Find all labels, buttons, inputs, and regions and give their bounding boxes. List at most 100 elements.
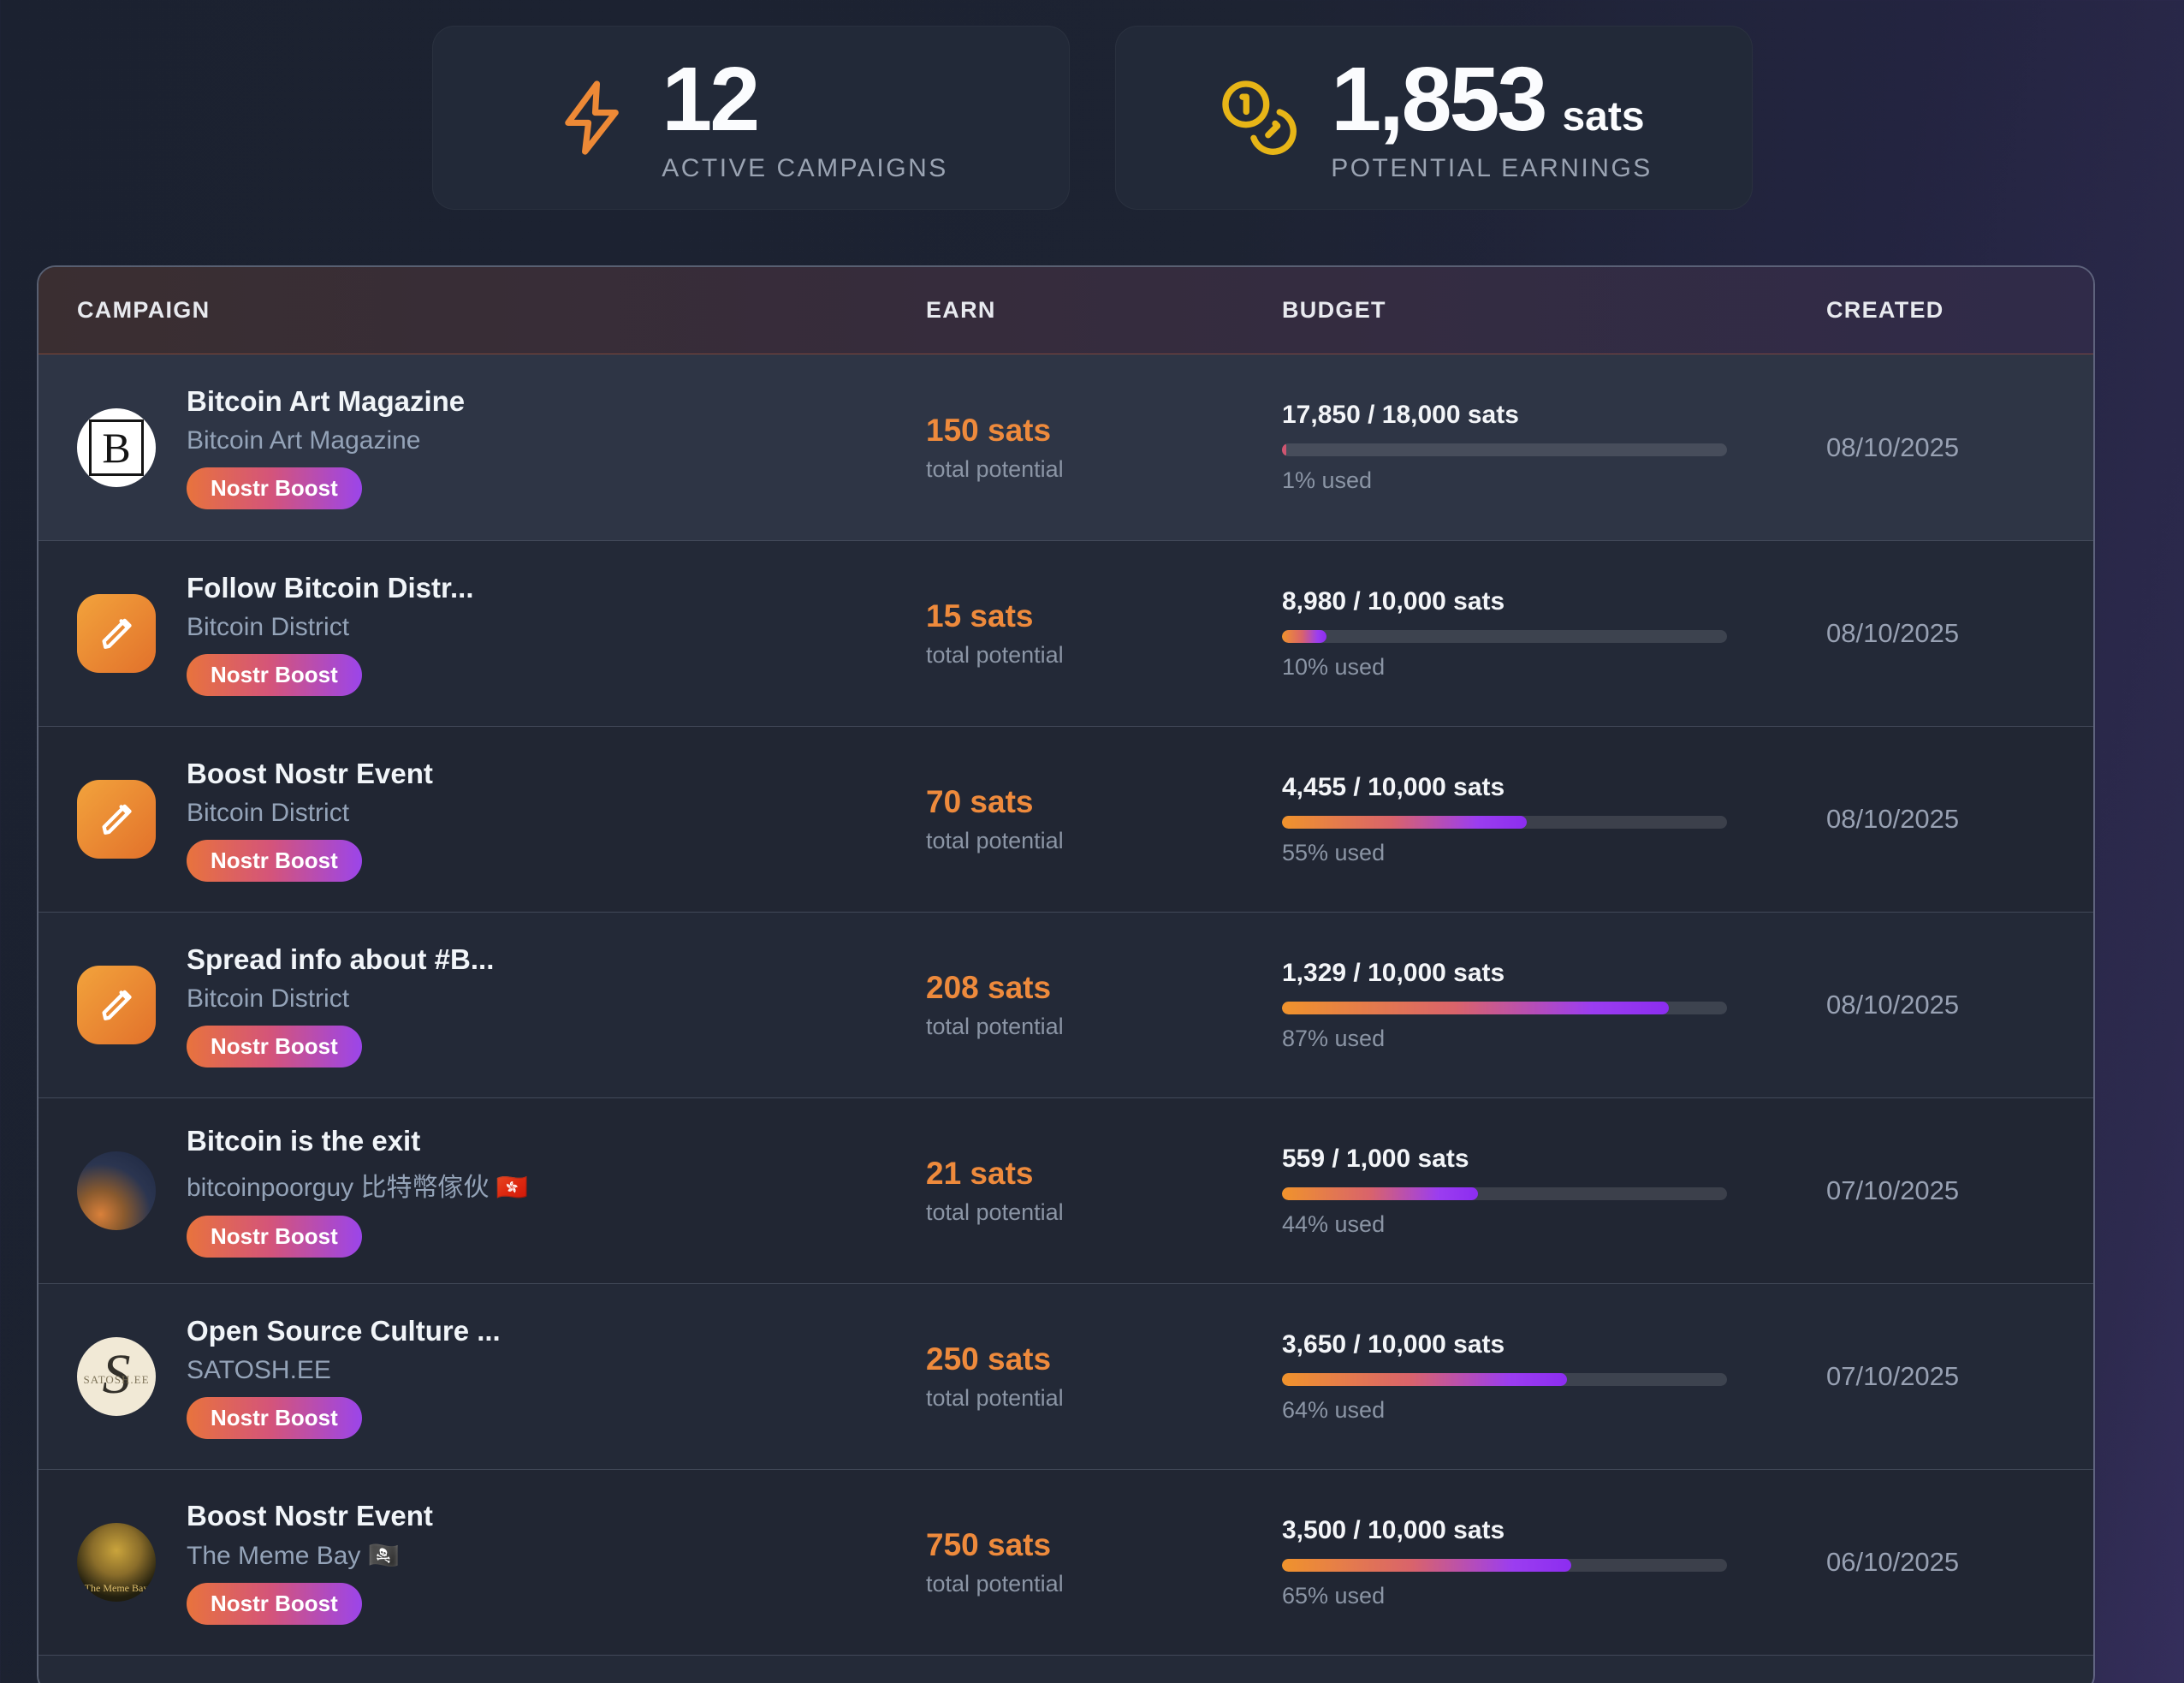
campaign-subtitle: The Meme Bay 🏴‍☠️	[187, 1542, 401, 1570]
avatar	[77, 594, 156, 673]
budget-used-label: 87% used	[1282, 1025, 1386, 1051]
progress-fill	[1282, 443, 1287, 456]
campaign-type-badge: Nostr Boost	[187, 1583, 362, 1625]
campaign-cell: B Bitcoin Art Magazine Bitcoin Art Magaz…	[39, 385, 905, 509]
avatar	[77, 1151, 156, 1230]
earn-amount: 250 sats	[926, 1341, 1052, 1377]
earn-note: total potential	[926, 1199, 1064, 1225]
earn-note: total potential	[926, 1571, 1064, 1597]
potential-earnings-unit: sats	[1562, 93, 1645, 140]
pencil-icon	[102, 990, 132, 1020]
earn-amount: 750 sats	[926, 1527, 1052, 1562]
earn-note: total potential	[926, 828, 1064, 853]
campaign-title: Bitcoin Art Magazine	[187, 385, 466, 417]
campaign-title: Boost Nostr Event	[187, 757, 433, 789]
pencil-icon	[102, 804, 132, 835]
table-header: CAMPAIGN EARN BUDGET CREATED	[39, 267, 2093, 354]
campaign-cell: Follow Bitcoin Distr... Bitcoin District…	[39, 572, 905, 696]
earn-note: total potential	[926, 455, 1064, 482]
budget-used-label: 1% used	[1282, 467, 1373, 493]
campaign-title: Open Source Culture ...	[187, 1314, 501, 1347]
campaign-subtitle: SATOSH.EE	[187, 1355, 331, 1384]
created-date: 08/10/2025	[1826, 804, 1960, 834]
potential-earnings-value: 1,853	[1331, 48, 1547, 150]
campaign-title: Follow Bitcoin Distr...	[187, 571, 474, 604]
progress-bar	[1282, 629, 1727, 643]
potential-earnings-label: POTENTIAL EARNINGS	[1331, 154, 1653, 183]
progress-fill	[1282, 1372, 1567, 1386]
column-header-campaign: CAMPAIGN	[77, 297, 211, 323]
earn-amount: 150 sats	[926, 412, 1052, 448]
budget-amount: 4,455 / 10,000 sats	[1282, 772, 1505, 801]
campaign-type-badge: Nostr Boost	[187, 1396, 362, 1439]
active-campaigns-card: 12 ACTIVE CAMPAIGNS	[431, 26, 1070, 210]
campaign-subtitle: bitcoinpoorguy 比特幣傢伙 🇭🇰	[187, 1173, 529, 1202]
active-campaigns-value: 12	[662, 48, 760, 150]
progress-bar	[1282, 1372, 1727, 1386]
pencil-icon	[102, 618, 132, 649]
campaign-subtitle: Bitcoin District	[187, 984, 350, 1013]
budget-amount: 8,980 / 10,000 sats	[1282, 586, 1505, 616]
created-date: 07/10/2025	[1826, 1175, 1960, 1205]
avatar: S SATOSH.EE	[77, 1337, 156, 1416]
avatar	[77, 780, 156, 859]
created-date: 07/10/2025	[1826, 1361, 1960, 1391]
table-row[interactable]: The Meme Bay Boost Nostr Event The Meme …	[39, 1469, 2093, 1655]
earn-amount: 208 sats	[926, 970, 1052, 1005]
table-row[interactable]: B Bitcoin Art Magazine Bitcoin Art Magaz…	[39, 354, 2093, 540]
progress-fill	[1282, 1001, 1670, 1014]
created-date: 08/10/2025	[1826, 431, 1960, 462]
earn-note: total potential	[926, 642, 1064, 668]
avatar: B	[77, 407, 156, 487]
table-row[interactable]: S SATOSH.EE Open Source Culture ... SATOS…	[39, 1283, 2093, 1469]
table-row[interactable]: Bitcoin is the exit bitcoinpoorguy 比特幣傢伙…	[39, 1097, 2093, 1283]
campaign-type-badge: Nostr Boost	[187, 1215, 362, 1258]
earn-note: total potential	[926, 1385, 1064, 1411]
budget-amount: 559 / 1,000 sats	[1282, 1144, 1469, 1173]
campaign-type-badge: Nostr Boost	[187, 653, 362, 696]
campaign-type-badge: Nostr Boost	[187, 467, 362, 509]
progress-fill	[1282, 1558, 1571, 1572]
campaign-type-badge: Nostr Boost	[187, 839, 362, 882]
campaign-cell: S SATOSH.EE Open Source Culture ... SATOS…	[39, 1315, 905, 1439]
campaigns-panel: CAMPAIGN EARN BUDGET CREATED B Bitcoin A…	[37, 265, 2095, 1683]
campaign-subtitle: Bitcoin District	[187, 612, 350, 641]
progress-bar	[1282, 815, 1727, 829]
campaign-cell: Bitcoin is the exit bitcoinpoorguy 比特幣傢伙…	[39, 1125, 905, 1258]
progress-bar	[1282, 1186, 1727, 1200]
campaign-title: Boost Nostr Event	[187, 1500, 433, 1531]
created-date: 06/10/2025	[1826, 1547, 1960, 1577]
campaign-title: Spread info about #B...	[187, 943, 495, 975]
progress-bar	[1282, 1001, 1727, 1014]
earn-amount: 70 sats	[926, 784, 1034, 819]
budget-used-label: 10% used	[1282, 653, 1386, 680]
table-row[interactable]: Spread info about #B... Bitcoin District…	[39, 912, 2093, 1097]
budget-used-label: 44% used	[1282, 1210, 1386, 1237]
created-date: 08/10/2025	[1826, 990, 1960, 1020]
campaign-subtitle: Bitcoin District	[187, 798, 350, 827]
column-header-earn: EARN	[926, 297, 996, 323]
avatar: The Meme Bay	[77, 1523, 156, 1602]
lightning-icon	[553, 77, 634, 158]
active-campaigns-label: ACTIVE CAMPAIGNS	[662, 154, 948, 183]
avatar	[77, 966, 156, 1044]
progress-fill	[1282, 815, 1527, 829]
column-header-budget: BUDGET	[1282, 297, 1386, 323]
budget-used-label: 64% used	[1282, 1396, 1386, 1423]
campaign-type-badge: Nostr Boost	[187, 1025, 362, 1067]
table-row[interactable]: Boost Nostr Event Bitcoin District Nostr…	[39, 726, 2093, 912]
progress-fill	[1282, 1186, 1478, 1200]
campaign-cell: The Meme Bay Boost Nostr Event The Meme …	[39, 1500, 905, 1625]
budget-amount: 17,850 / 18,000 sats	[1282, 401, 1519, 429]
progress-bar	[1282, 1558, 1727, 1572]
budget-amount: 3,650 / 10,000 sats	[1282, 1329, 1505, 1359]
column-header-created: CREATED	[1826, 297, 1944, 323]
table-row[interactable]: Follow Bitcoin Distr... Bitcoin District…	[39, 540, 2093, 726]
budget-used-label: 55% used	[1282, 839, 1386, 865]
budget-amount: 1,329 / 10,000 sats	[1282, 958, 1505, 987]
progress-bar	[1282, 443, 1727, 456]
earn-amount: 15 sats	[926, 598, 1034, 633]
budget-used-label: 65% used	[1282, 1582, 1386, 1609]
coins-icon	[1214, 73, 1303, 162]
progress-fill	[1282, 629, 1326, 643]
